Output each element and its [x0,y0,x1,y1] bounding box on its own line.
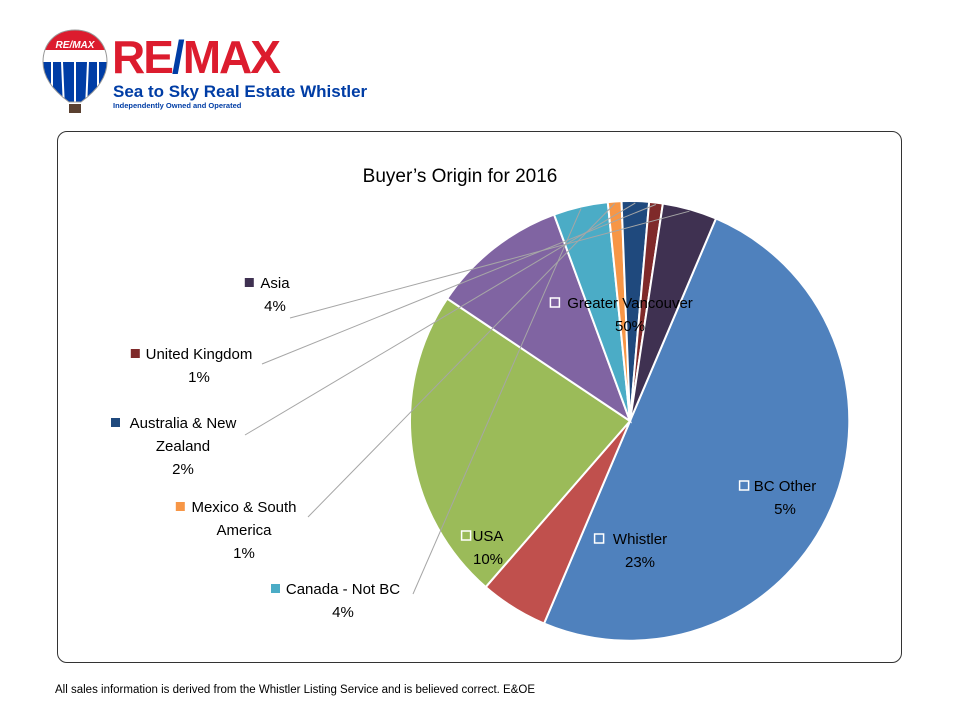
pie-slice-greater-vancouver [542,217,851,642]
slice-label-canada-not-bc: Canada - Not BC 4% [286,581,400,621]
pie-slices [409,200,851,642]
chart-title: Buyer’s Origin for 2016 [363,166,558,187]
brand-subtagline: Independently Owned and Operated [113,101,242,110]
legend-key-united-kingdom [130,349,140,358]
slice-label-whistler: Whistler 23% [613,531,667,571]
footer-note: All sales information is derived from th… [55,684,536,696]
leader-line-mexico-south-america [307,203,616,518]
slice-label-australia-new-zealand: Australia & New Zealand 2% [130,415,237,478]
legend-key-whistler [593,533,605,544]
slice-label-asia: Asia 4% [260,275,290,315]
slice-label-bc-other: BC Other 5% [754,478,817,518]
legend-key-canada-not-bc [271,584,280,593]
legend-key-australia-new-zealand [111,418,120,427]
leader-line-australia-new-zealand [244,202,636,436]
pie-slice-whistler [409,297,632,589]
slice-label-united-kingdom: United Kingdom 1% [146,346,253,386]
brand-logo: RE/MAX RE/MAX Sea to Sky Real Estate Whi… [40,28,367,116]
leader-line-united-kingdom [261,204,656,365]
leader-lines [244,202,690,595]
pie-slice-asia [629,202,718,422]
legend-key-greater-vancouver [549,297,561,308]
slice-label-greater-vancouver: Greater Vancouver 50% [567,295,693,335]
svg-text:RE/MAX: RE/MAX [56,40,96,51]
brand-tagline: Sea to Sky Real Estate Whistler [113,82,368,101]
leader-line-asia [289,210,690,319]
legend-key-bc-other [738,480,750,491]
slice-label-mexico-south-america: Mexico & South America 1% [191,499,296,562]
balloon-icon: RE/MAX [42,29,108,113]
slice-labels: Greater Vancouver 50% BC Other 5% Whistler 23… [111,275,816,621]
slice-label-usa: USA 10% [473,528,504,568]
legend-key-asia [244,278,254,287]
pie-slice-usa [445,213,633,424]
legend-key-usa [460,530,472,541]
brand-wordmark: RE/MAX [112,31,281,83]
legend-key-mexico-south-america [175,502,185,511]
leader-line-canada-not-bc [412,208,582,595]
